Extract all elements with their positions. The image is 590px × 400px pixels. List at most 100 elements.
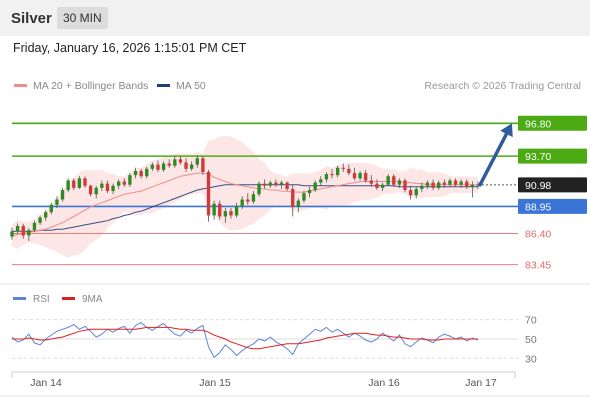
candle-body (341, 167, 345, 169)
candle-body (10, 231, 14, 237)
rsi-tick-30: 30 (525, 353, 537, 365)
level-label-86.40: 86.40 (525, 228, 551, 240)
candle-body (111, 185, 115, 192)
candle-body (105, 183, 110, 192)
candle-body (189, 164, 194, 169)
candle-body (392, 176, 396, 185)
forecast-arrow-head (500, 123, 513, 138)
candle-body (364, 173, 368, 181)
candle-body (94, 187, 98, 195)
candle-body (403, 180, 407, 190)
candle-body (465, 181, 469, 187)
candle-body (83, 178, 87, 186)
candle-body (420, 185, 424, 189)
candle-body (358, 173, 362, 179)
candle-body (122, 181, 126, 185)
candle-body (285, 182, 289, 189)
candle-body (375, 183, 379, 188)
candle-body (206, 172, 211, 216)
level-label-93.70: 93.70 (525, 151, 551, 163)
candle-body (77, 178, 82, 188)
candle-body (453, 180, 458, 185)
forecast-arrow-shaft (478, 129, 510, 187)
candle-body (425, 182, 430, 186)
candle-body (178, 159, 183, 163)
candle-body (212, 203, 216, 216)
candle-body (60, 190, 65, 200)
rsi-ma-legend-swatch (62, 297, 75, 300)
candle-body (459, 181, 463, 185)
candle-body (257, 183, 261, 195)
candle-body (55, 199, 59, 205)
candle-body (240, 199, 244, 206)
candle-body (195, 158, 199, 165)
candle-body (262, 183, 267, 186)
x-tick-jan-15: Jan 15 (199, 377, 231, 389)
level-tag-93.70 (518, 148, 587, 164)
candle-body (246, 199, 250, 202)
instrument-title: Silver (11, 10, 52, 27)
legend-ma50: MA 50 (157, 80, 206, 92)
candle-body (128, 175, 132, 185)
candle-body (324, 174, 329, 180)
x-tick-jan-17: Jan 17 (465, 377, 497, 389)
ma20-swatch-icon (14, 83, 27, 87)
candle-body (100, 183, 104, 188)
bollinger-band (12, 136, 478, 258)
candle-body (408, 190, 413, 196)
candle-body (470, 184, 475, 187)
candle-body (335, 167, 340, 176)
candle-body (88, 185, 93, 195)
level-label-90.98: 90.98 (525, 180, 551, 192)
candle-body (442, 182, 446, 185)
candle-body (167, 163, 171, 166)
legend-ma20: MA 20 + Bollinger Bands (14, 80, 148, 92)
x-tick-jan-14: Jan 14 (30, 377, 62, 389)
candle-body (330, 174, 334, 176)
level-label-88.95: 88.95 (525, 201, 551, 213)
candle-body (369, 180, 374, 184)
candle-body (313, 182, 317, 190)
candle-body (145, 168, 149, 177)
legend-ma20-label: MA 20 + Bollinger Bands (33, 80, 149, 92)
rsi-tick-70: 70 (525, 315, 537, 327)
candle-body (302, 193, 306, 201)
candle-body (352, 173, 357, 179)
candle-body (15, 226, 20, 232)
candle-body (38, 217, 42, 223)
candle-body (229, 211, 233, 216)
candle-body (319, 179, 323, 183)
candle-body (133, 170, 138, 176)
candle-body (386, 176, 390, 185)
ma50-line (12, 184, 478, 232)
candle-body (173, 159, 177, 166)
candle-body (184, 162, 188, 169)
legend-ma50-label: MA 50 (176, 80, 206, 92)
rsi-ma-legend-label: 9MA (82, 294, 103, 305)
candle-body (116, 181, 121, 186)
candle-body (431, 182, 435, 188)
candle-body (49, 204, 53, 213)
level-tag-96.80 (518, 115, 587, 131)
credit-text: Research © 2026 Trading Central (424, 80, 581, 92)
report-datetime: Friday, January 16, 2026 1:15:01 PM CET (13, 41, 247, 55)
candle-body (279, 182, 284, 185)
ma50-swatch-icon (157, 83, 170, 87)
candle-body (66, 180, 70, 190)
rsi-legend-swatch (13, 297, 26, 300)
candle-body (44, 212, 48, 218)
candle-body (296, 200, 301, 207)
candle-body (21, 226, 25, 236)
candle-body (448, 180, 452, 185)
candle-body (218, 203, 222, 217)
rsi-tick-50: 50 (525, 334, 537, 346)
candle-body (223, 211, 228, 217)
candle-body (251, 194, 256, 202)
level-tag-90.98 (518, 177, 587, 193)
level-label-83.45: 83.45 (525, 260, 551, 272)
timeframe-badge[interactable]: 30 MIN (57, 7, 108, 29)
candle-body (437, 182, 441, 188)
candle-body (274, 182, 278, 185)
